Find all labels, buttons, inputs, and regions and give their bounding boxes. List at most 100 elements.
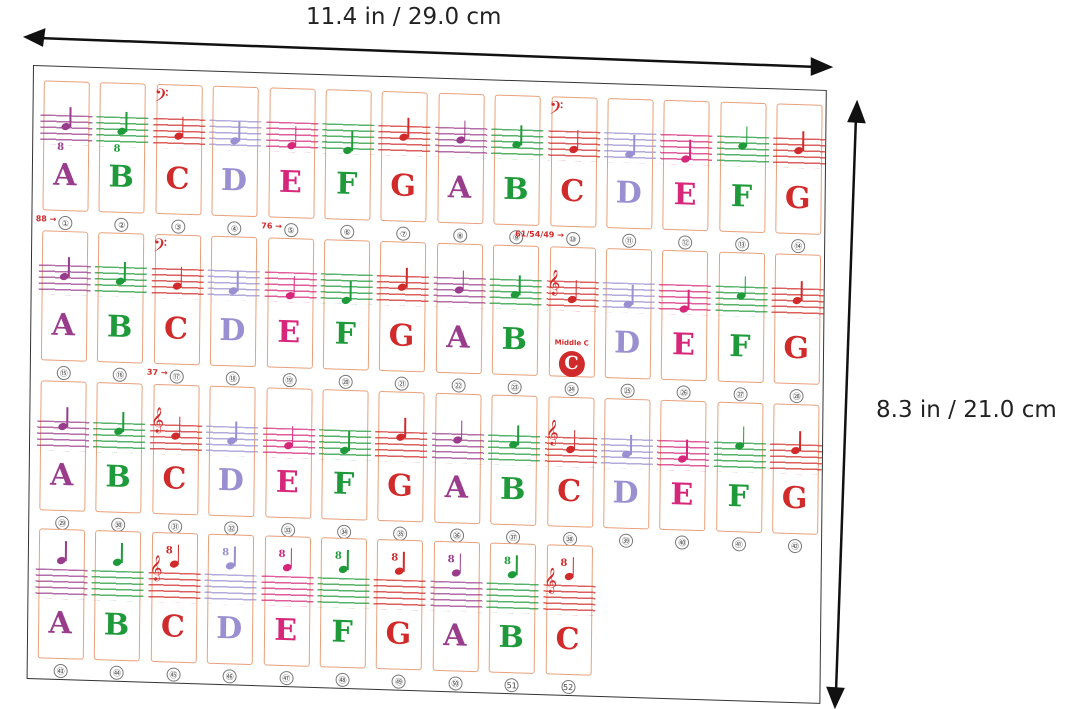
bass-clef-icon: 𝄢 [154,85,169,112]
note-letter: G [390,168,417,205]
octave-mark: 8 [447,554,455,566]
note-letter: A [53,157,77,194]
note-letter: B [503,171,529,208]
note-letter: F [331,614,353,651]
note-letter: C [163,311,189,347]
note-letter: B [108,159,135,196]
treble-clef-icon: 𝄞 [149,555,163,582]
key-number: ㉖ [676,385,692,400]
note-letter: G [783,330,810,367]
key-number: ⑪ [622,233,637,248]
note-stem [575,280,577,301]
note-stem [800,281,803,302]
note-stem [631,284,634,305]
note-stem [460,420,463,441]
note-stem [290,548,293,569]
note-letter: D [612,475,639,512]
note-stem [518,275,521,296]
key-number: ⑯ [113,367,128,383]
note-letter: D [220,162,248,199]
note-stem [629,434,632,455]
note-letter: A [443,618,467,654]
staff-lines [486,582,539,615]
note-stem [122,411,125,432]
octave-mark: 8 [165,545,173,557]
key-count-marker: 76 → [261,221,282,231]
note-letter: F [334,316,357,353]
key-number: ⑮ [56,365,71,381]
note-stem [459,553,462,574]
height-arrow-head-bottom [826,686,845,709]
note-stem [687,289,690,310]
key-count-marker: 61/54/49 → [515,229,564,240]
note-letter: E [671,327,696,363]
note-letter: C [555,621,580,658]
note-stem [182,116,184,137]
treble-clef-icon: 𝄞 [547,270,561,296]
note-letter: A [49,457,74,494]
note-letter: G [784,180,811,217]
note-letter: C [560,173,585,210]
key-sticker: 𝄞 Middle C C ㉔ [546,246,599,397]
note-letter: B [103,607,130,644]
note-stem [520,125,523,146]
note-stem [742,426,745,447]
staff-lines [35,568,88,600]
height-arrow-head-top [847,99,866,124]
key-sticker: 8 G ㊾ [373,538,427,689]
key-number: ⑥ [340,224,355,240]
key-number: ㉗ [733,387,748,402]
octave-mark: 8 [334,550,342,562]
staff-lines [260,575,314,607]
note-stem [517,425,519,446]
key-sticker: 𝄞 C ㊳ [544,396,597,547]
note-stem [235,421,237,442]
note-letter: E [278,164,302,201]
note-stem [403,551,405,572]
note-stem [177,544,180,565]
width-arrow-head-right [810,57,834,76]
note-letter: G [388,318,415,355]
sticker-row: A ㊸ B ㊹ 𝄞 8 C ㊺ 8 D ㊻ 8 E ㊼ 8 F ㊽ 8 G ㊾ 8 A ㊿ 8 B 51 𝄞 8 C 52 [28,528,821,695]
key-sticker: 𝄢 C ⑰ 37 → [147,233,204,384]
staff-lines [604,131,657,164]
note-letter: A [48,605,72,642]
staff-lines [209,119,262,152]
key-sticker: 𝄢 C ⑩ 61/54/49 → [515,96,600,247]
staff-lines [373,578,427,611]
staff-lines [488,434,541,467]
note-stem [124,261,126,282]
treble-clef-icon: 𝄞 [150,407,165,434]
note-stem [404,417,407,438]
note-stem [233,546,236,567]
sticker-row: A ㉙ B ㉚ 𝄞 C ㉛ D ㉜ E ㉝ F ㉞ G ㉟ A ㊱ B ㊲ 𝄞 C ㊳ D ㊴ E ㊵ F ㊶ G ㊷ [29,380,823,554]
staff-lines [378,124,431,157]
note-letter: C [160,609,186,645]
note-letter: A [446,320,470,356]
key-number: ⑲ [282,372,297,388]
note-stem [686,439,689,460]
width-dimension-label: 11.4 in / 29.0 cm [306,4,502,30]
key-number: ④ [227,221,242,236]
middle-c-label: Middle C [554,338,589,348]
key-sticker: 𝄞 8 C ㊺ [148,531,201,682]
note-letter: A [447,170,472,206]
note-stem [294,126,297,147]
note-letter: F [332,466,355,503]
key-number: ㊹ [109,665,125,681]
key-sticker: 𝄞 C ㉛ [149,383,203,534]
note-stem [121,542,123,563]
